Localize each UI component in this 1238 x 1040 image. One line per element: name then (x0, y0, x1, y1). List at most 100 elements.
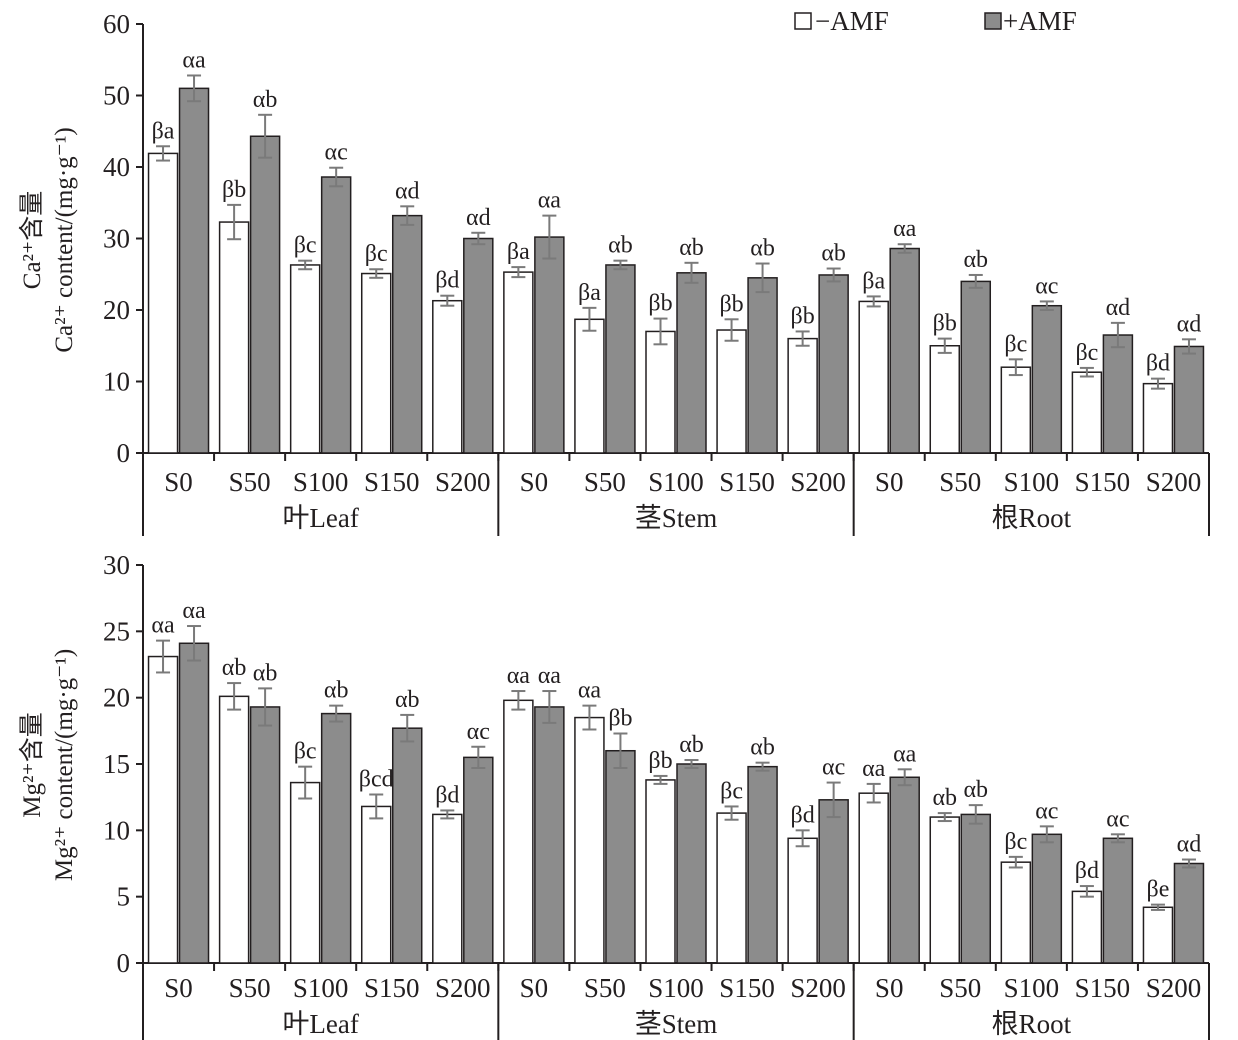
ca-category-label: S50 (229, 467, 271, 497)
mg-significance-label: αd (1177, 832, 1202, 858)
ca-significance-label: βb (933, 311, 957, 337)
ca-bar-minus-amf (289, 264, 321, 454)
ca-bar-plus-amf (463, 237, 494, 454)
ca-ytick-label: 20 (103, 295, 130, 325)
mg-ytick-label: 10 (103, 815, 130, 845)
ca-significance-label: αa (893, 216, 917, 242)
ca-chart: Ca²⁺含量 Ca²⁺ content/(mg·g⁻¹) 0 10 20 30 40 50… (18, 9, 1210, 536)
mg-significance-label: βb (648, 748, 672, 774)
mg-category-label: S100 (293, 973, 349, 1003)
ca-bar-minus-amf (432, 299, 463, 454)
ca-significance-label: αb (750, 236, 775, 262)
mg-category-label: S150 (1075, 973, 1131, 1003)
ca-bar-plus-amf (534, 236, 565, 454)
ca-category-label: S200 (790, 467, 846, 497)
ca-significance-label: βb (222, 177, 246, 203)
ca-bar-minus-amf (147, 152, 179, 454)
mg-significance-label: αb (932, 785, 957, 811)
ca-bar-minus-amf (929, 345, 961, 454)
ca-bar-minus-amf (787, 337, 818, 454)
mg-category-label: S200 (790, 973, 846, 1003)
mg-category-label: S50 (584, 973, 626, 1003)
ca-category-label: S150 (1075, 467, 1131, 497)
ca-significance-label: βb (719, 291, 743, 317)
ca-significance-label: βa (507, 239, 530, 265)
mg-significance-label: αa (151, 613, 175, 639)
mg-bar-minus-amf (289, 781, 321, 964)
ca-significance-label: αc (1035, 273, 1058, 299)
mg-ytick-label: 15 (103, 749, 130, 779)
ca-ytick-label: 60 (103, 9, 130, 39)
ca-significance-label: βb (648, 291, 672, 317)
mg-category-label: S100 (648, 973, 704, 1003)
ca-significance-label: βc (1004, 331, 1027, 357)
ca-bar-minus-amf (1071, 371, 1103, 454)
mg-significance-label: αa (507, 663, 531, 689)
mg-bar-plus-amf (1173, 862, 1205, 964)
mg-bar-plus-amf (960, 813, 992, 964)
mg-ytick-label: 30 (103, 550, 130, 580)
mg-bar-minus-amf (787, 837, 818, 964)
mg-category-label: S150 (364, 973, 420, 1003)
mg-ytick-label: 0 (117, 948, 131, 978)
mg-significance-label: αb (679, 732, 704, 758)
ca-ytick-label: 30 (103, 224, 130, 254)
ca-category-label: S150 (364, 467, 420, 497)
ca-significance-label: βa (152, 118, 175, 144)
ca-ytick-label: 50 (103, 81, 130, 111)
ca-category-label: S200 (435, 467, 491, 497)
mg-significance-label: βd (791, 802, 815, 828)
mg-significance-label: αb (395, 687, 420, 713)
mg-ylabel-cn: Mg²⁺含量 (18, 712, 46, 817)
ca-category-label: S100 (648, 467, 704, 497)
ca-category-label: S200 (1146, 467, 1202, 497)
mg-bar-minus-amf (929, 816, 961, 964)
mg-bar-plus-amf (818, 799, 849, 964)
ca-bar-plus-amf (889, 247, 920, 454)
mg-ylabel-en: Mg²⁺ content/(mg·g⁻¹) (51, 649, 78, 881)
ca-ytick-label: 0 (117, 438, 131, 468)
ca-bar-plus-amf (960, 280, 992, 454)
mg-significance-label: αa (893, 741, 917, 767)
mg-bar-minus-amf (360, 805, 392, 964)
ca-group-label: 根Root (992, 503, 1072, 533)
ca-significance-label: βd (1146, 351, 1170, 377)
mg-significance-label: αa (182, 598, 206, 624)
ca-significance-label: αb (821, 241, 846, 267)
mg-bar-plus-amf (463, 756, 494, 964)
ca-significance-label: αb (253, 87, 278, 113)
ca-bar-plus-amf (605, 264, 636, 454)
mg-significance-label: βc (720, 778, 743, 804)
mg-significance-label: βb (608, 705, 632, 731)
mg-bar-plus-amf (249, 706, 281, 964)
ca-bar-minus-amf (574, 318, 605, 454)
mg-significance-label: αc (1106, 806, 1129, 832)
mg-chart: Mg²⁺含量 Mg²⁺ content/(mg·g⁻¹) 0 5 10 15 20 25 3… (18, 550, 1210, 1040)
ca-significance-label: βc (1075, 340, 1098, 366)
mg-significance-label: αa (538, 663, 562, 689)
mg-significance-label: αc (467, 719, 490, 745)
ca-category-label: S0 (520, 467, 549, 497)
ca-group-label: 茎Stem (635, 503, 718, 533)
ca-bar-plus-amf (1102, 334, 1134, 454)
ca-significance-label: βd (435, 268, 459, 294)
mg-significance-label: αb (963, 777, 988, 803)
mg-bar-plus-amf (534, 706, 565, 964)
mg-bar-minus-amf (574, 716, 605, 964)
mg-group-label: 茎Stem (635, 1009, 718, 1039)
mg-significance-label: αc (1035, 798, 1058, 824)
ca-bar-plus-amf (391, 214, 423, 454)
mg-bar-plus-amf (320, 712, 352, 964)
ca-bar-plus-amf (320, 176, 352, 454)
legend: −AMF +AMF (794, 6, 1077, 36)
ca-significance-label: βa (578, 280, 601, 306)
mg-category-label: S50 (229, 973, 271, 1003)
ca-bar-minus-amf (1000, 366, 1032, 454)
ca-bar-minus-amf (360, 272, 392, 454)
ca-category-label: S0 (875, 467, 904, 497)
mg-bar-plus-amf (676, 763, 707, 964)
legend-label-plus-amf: +AMF (1003, 6, 1077, 36)
ca-significance-label: αb (679, 235, 704, 261)
ca-significance-label: αb (608, 233, 633, 259)
